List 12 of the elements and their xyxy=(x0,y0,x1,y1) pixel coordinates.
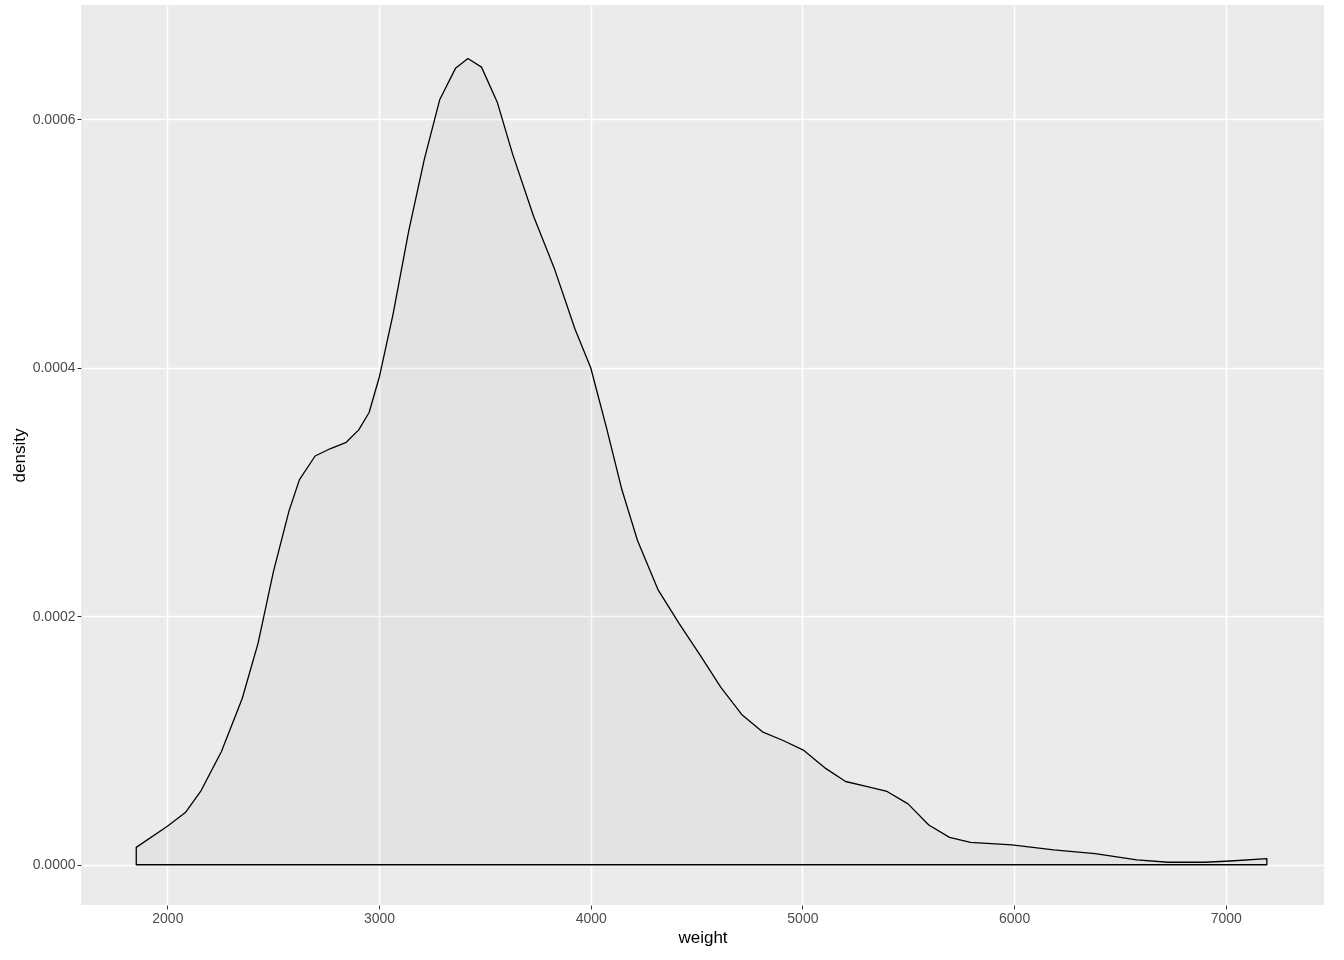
y-tick-label: 0.0004 xyxy=(32,359,76,376)
x-tick-label: 6000 xyxy=(999,909,1031,926)
x-axis-title: weight xyxy=(677,927,728,947)
x-tick-label: 2000 xyxy=(152,909,184,926)
x-tick-label: 5000 xyxy=(787,909,819,926)
y-tick-label: 0.0000 xyxy=(32,856,76,873)
x-tick-label: 7000 xyxy=(1210,909,1243,926)
y-axis-title: density xyxy=(9,428,29,483)
x-tick-label: 3000 xyxy=(363,909,396,926)
y-tick-label: 0.0002 xyxy=(32,607,76,624)
x-tick-label: 4000 xyxy=(575,909,608,926)
y-tick-label: 0.0006 xyxy=(32,110,76,127)
